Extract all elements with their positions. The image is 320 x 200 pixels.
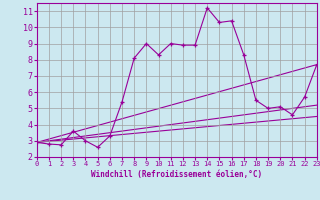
- X-axis label: Windchill (Refroidissement éolien,°C): Windchill (Refroidissement éolien,°C): [91, 170, 262, 179]
